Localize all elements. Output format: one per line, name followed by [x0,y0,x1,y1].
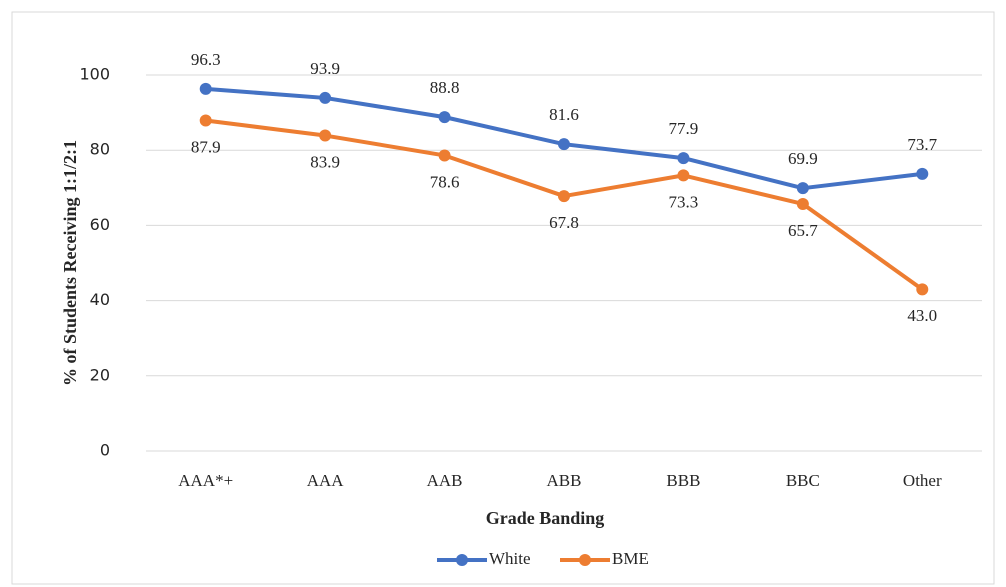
data-label: 67.8 [549,213,579,232]
y-tick-label: 20 [90,365,110,384]
y-tick-label: 60 [90,215,110,234]
data-label: 87.9 [191,137,221,156]
y-axis-title: % of Students Receiving 1:1/2:1 [60,140,80,386]
data-label: 43.0 [907,306,937,325]
data-label: 88.8 [430,78,460,97]
x-tick-label: BBC [786,471,820,490]
x-tick-label: AAB [427,471,463,490]
data-point [916,283,929,296]
data-label: 83.9 [310,152,340,171]
data-point [677,169,690,182]
chart-frame [11,11,995,585]
y-tick-label: 80 [90,140,110,159]
data-label: 69.9 [788,149,818,168]
data-label: 78.6 [430,172,460,191]
data-point [916,167,929,180]
x-tick-label: ABB [547,471,582,490]
data-point [438,149,451,162]
y-tick-label: 100 [79,65,110,84]
data-point [558,138,570,151]
x-axis-title: Grade Banding [486,508,605,528]
data-label: 73.3 [669,192,699,211]
data-label: 81.6 [549,105,579,124]
data-point [319,91,332,104]
data-point [438,111,451,124]
data-label: 73.7 [907,135,937,154]
data-label: 96.3 [191,50,221,69]
x-tick-label: BBB [666,471,700,490]
data-label: 65.7 [788,221,818,240]
data-point [558,190,570,203]
data-point [677,152,690,165]
legend-marker [456,554,468,566]
x-tick-label: AAA*+ [178,471,233,490]
data-point [796,182,809,195]
y-tick-label: 40 [90,290,110,309]
data-label: 77.9 [669,119,699,138]
data-point [319,129,332,142]
data-label: 93.9 [310,59,340,78]
legend-label: BME [612,549,649,568]
x-tick-label: Other [903,471,942,490]
y-tick-label: 0 [100,441,110,460]
data-point [199,114,212,127]
legend-label: White [489,549,531,568]
x-tick-label: AAA [307,471,345,490]
data-point [199,82,212,95]
data-point [796,197,809,210]
legend-marker [579,554,591,566]
